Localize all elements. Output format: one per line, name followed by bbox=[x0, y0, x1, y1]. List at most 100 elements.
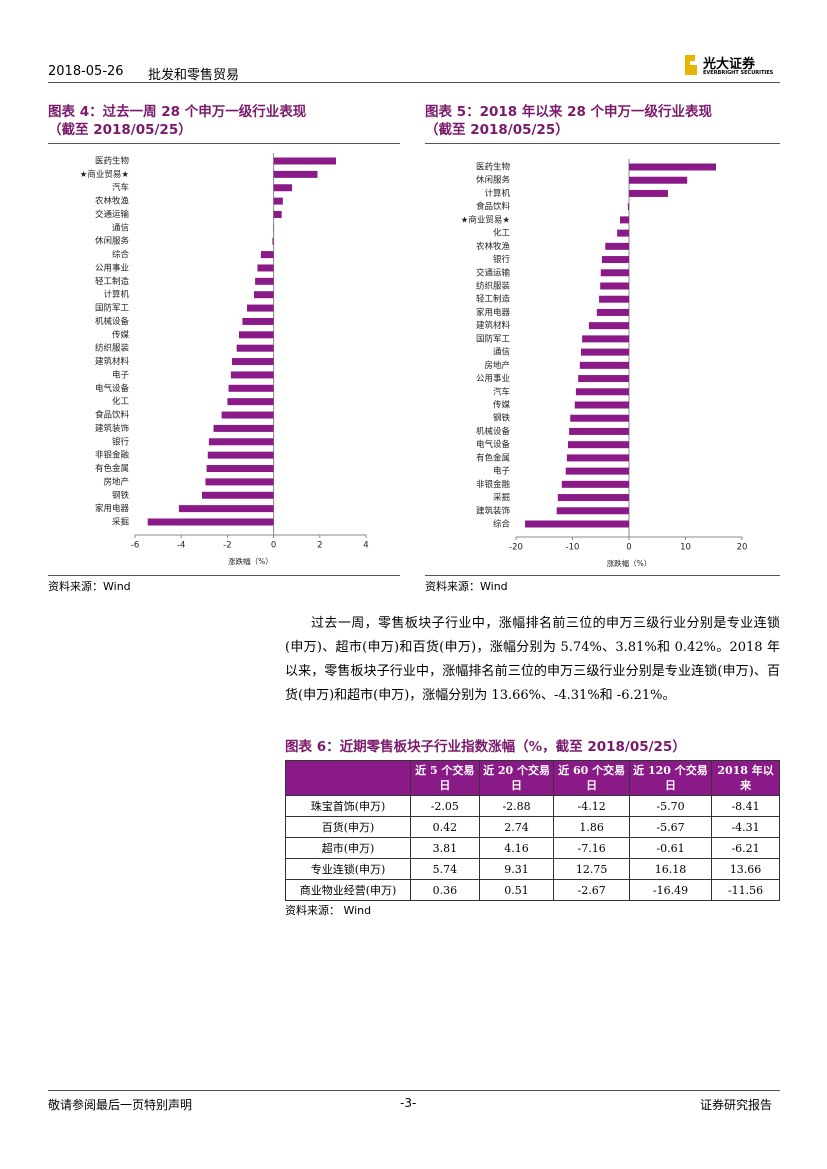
y-tick-label: 通信 bbox=[112, 222, 130, 233]
table-cell: 百货(申万) bbox=[285, 816, 411, 838]
table-cell: 珠宝首饰(申万) bbox=[285, 795, 411, 817]
bar bbox=[579, 361, 629, 369]
y-tick-label: 电气设备 bbox=[476, 439, 511, 450]
table-cell: -8.41 bbox=[711, 795, 780, 817]
bar bbox=[230, 371, 274, 379]
bar bbox=[588, 322, 629, 330]
x-tick-label: 0 bbox=[626, 543, 631, 553]
table-cell: 专业连锁(申万) bbox=[285, 858, 411, 880]
chart: -6 -4 -2 0 2 4 涨跌幅（%） 医药生物 ★商业贸易★ 汽车农林牧渔交通运输通信休闲服… bbox=[80, 153, 369, 566]
y-tick-label: 汽车 bbox=[493, 386, 510, 397]
bar bbox=[273, 197, 283, 205]
bar bbox=[565, 467, 629, 475]
table-cell: -5.67 bbox=[628, 816, 713, 838]
table-cell: 13.66 bbox=[711, 858, 780, 880]
y-tick-label: 公用事业 bbox=[95, 262, 129, 273]
bar bbox=[273, 170, 318, 178]
table-row: 超市(申万) 3.81 4.16 -7.16 -0.61 -6.21 bbox=[285, 837, 780, 859]
y-tick-label: 传媒 bbox=[493, 400, 511, 411]
table-title: 图表 6：近期零售板块子行业指数涨幅（%，截至 2018/05/25） bbox=[285, 739, 686, 755]
footer-right: 证券研究报告 bbox=[700, 1098, 773, 1112]
chart-subtitle: （截至 2018/05/25） bbox=[48, 122, 192, 138]
y-tick-label: 建筑装饰 bbox=[476, 505, 511, 516]
table-cell: -6.21 bbox=[711, 837, 780, 859]
y-tick-label: 有色金属 bbox=[95, 463, 129, 474]
x-tick-label: 10 bbox=[680, 543, 691, 553]
y-tick-label: 休闲服务 bbox=[95, 236, 130, 247]
bar bbox=[575, 388, 629, 396]
y-tick-label: 交通运输 bbox=[476, 267, 511, 278]
bar bbox=[208, 438, 274, 446]
bar bbox=[570, 414, 629, 422]
bar bbox=[629, 163, 717, 171]
y-tick-label: 农林牧渔 bbox=[95, 196, 130, 207]
bar bbox=[257, 264, 274, 272]
x-tick-label: -6 bbox=[131, 541, 139, 551]
bar bbox=[629, 189, 668, 197]
bar bbox=[599, 295, 629, 303]
header-cell: 近 120 个交易日 bbox=[628, 760, 713, 796]
bar bbox=[236, 344, 274, 352]
bar bbox=[569, 427, 629, 435]
table-cell: -7.16 bbox=[553, 837, 630, 859]
bar bbox=[201, 491, 274, 499]
table-cell: -0.61 bbox=[628, 837, 713, 859]
bar bbox=[227, 398, 274, 406]
bar bbox=[601, 256, 629, 264]
footer-note: 敬请参阅最后一页特别声明 bbox=[48, 1098, 193, 1112]
table-cell: -11.56 bbox=[711, 879, 780, 901]
bar bbox=[567, 441, 629, 449]
logo-text: 光大证券 bbox=[703, 57, 756, 72]
table-cell: -4.31 bbox=[711, 816, 780, 838]
chart-title: 图表 4：过去一周 28 个申万一级行业表现 bbox=[48, 104, 307, 120]
y-tick-label: 食品饮料 bbox=[95, 410, 130, 421]
y-tick-label: 化工 bbox=[112, 396, 130, 407]
bar bbox=[525, 520, 629, 528]
y-tick-label: 银行 bbox=[112, 436, 130, 447]
bar bbox=[247, 304, 274, 312]
table-cell: -4.12 bbox=[553, 795, 630, 817]
y-tick-label: 计算机 bbox=[103, 289, 129, 300]
table-cell: -16.49 bbox=[628, 879, 713, 901]
header-cell: 近 60 个交易日 bbox=[553, 760, 630, 796]
bar bbox=[582, 335, 629, 343]
bar bbox=[580, 348, 629, 356]
bar bbox=[228, 384, 274, 392]
y-tick-label: 钢铁 bbox=[493, 413, 511, 424]
y-tick-label: 电子 bbox=[112, 369, 130, 380]
bar bbox=[242, 317, 274, 325]
y-tick-label: 纺织服装 bbox=[476, 281, 511, 292]
table-cell: -2.05 bbox=[410, 795, 480, 817]
x-tick-label: 4 bbox=[363, 541, 368, 551]
table-cell: -2.67 bbox=[553, 879, 630, 901]
header-cell bbox=[285, 760, 411, 796]
bar bbox=[206, 465, 274, 473]
y-tick-label: 休闲服务 bbox=[476, 175, 511, 186]
bar bbox=[253, 291, 274, 299]
y-tick-label: 国防军工 bbox=[95, 303, 130, 314]
bar bbox=[272, 237, 274, 245]
bar bbox=[260, 251, 274, 259]
table-source: 资料来源： Wind bbox=[285, 904, 372, 917]
bar bbox=[627, 203, 629, 211]
bar bbox=[600, 269, 629, 277]
y-tick-label: 建筑装饰 bbox=[95, 423, 130, 434]
bar bbox=[605, 242, 629, 250]
y-tick-label: 机械设备 bbox=[95, 316, 130, 327]
y-tick-label: 化工 bbox=[493, 228, 511, 239]
bar bbox=[619, 216, 629, 224]
header-cell: 2018 年以来 bbox=[711, 760, 780, 796]
x-tick-label: 0 bbox=[271, 541, 276, 551]
x-tick-label: 2 bbox=[317, 541, 322, 551]
y-tick-label: 建筑材料 bbox=[476, 320, 511, 331]
y-tick-label: 传媒 bbox=[112, 329, 130, 340]
bar bbox=[205, 478, 274, 486]
x-axis-title: 涨跌幅（%） bbox=[228, 556, 273, 566]
table-row: 商业物业经营(申万) 0.36 0.51 -2.67 -16.49 -11.56 bbox=[285, 879, 780, 901]
y-tick-label: 交通运输 bbox=[95, 209, 130, 220]
y-tick-label: 钢铁 bbox=[112, 490, 130, 501]
y-tick-label: 公用事业 bbox=[476, 373, 510, 384]
y-tick-label: 建筑材料 bbox=[95, 356, 130, 367]
bar bbox=[273, 157, 336, 165]
